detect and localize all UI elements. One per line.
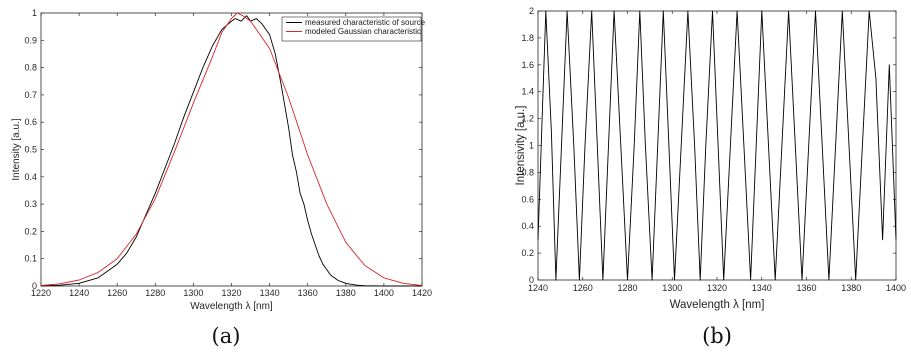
y-tick-label: 0.3: [24, 199, 37, 209]
caption-a: (a): [212, 324, 241, 348]
y-axis-label: Intensity [a.u.]: [11, 118, 22, 180]
x-tick-label: 1420: [412, 288, 432, 298]
x-tick-label: 1360: [298, 288, 318, 298]
x-tick-label: 1340: [260, 288, 280, 298]
y-tick-label: 1.2: [521, 114, 534, 124]
x-tick-label: 1220: [31, 288, 51, 298]
y-tick-label: 1.6: [521, 60, 534, 70]
y-tick-label: 0.2: [24, 226, 37, 236]
x-tick-label: 1320: [221, 288, 241, 298]
y-tick-label: 0: [32, 281, 37, 291]
y-tick-label: 1.4: [521, 87, 534, 97]
x-tick-label: 1380: [336, 288, 356, 298]
y-tick-label: 2: [529, 6, 534, 16]
y-tick-label: 0.6: [24, 117, 37, 127]
x-tick-label: 1240: [69, 288, 89, 298]
x-tick-label: 1400: [886, 283, 906, 293]
y-tick-label: 0: [529, 275, 534, 285]
y-tick-label: 1: [529, 141, 534, 151]
y-tick-label: 0.8: [521, 167, 534, 177]
y-tick-label: 1.8: [521, 33, 534, 43]
y-tick-label: 0.8: [24, 63, 37, 73]
x-tick-label: 1280: [145, 288, 165, 298]
x-tick-label: 1300: [662, 283, 682, 293]
x-tick-label: 1360: [796, 283, 816, 293]
chart-b: 1240 1260 1280 1300 1320 1340 1360 1380 1400 0 0.2…: [515, 6, 906, 311]
y-tick-label: 0.7: [24, 90, 37, 100]
y-tick-label: 0.4: [521, 221, 534, 231]
legend-entry: modeled Gaussian characteristic: [305, 27, 421, 36]
series-line-a-0: [40, 15, 422, 287]
y-tick-label: 0.2: [521, 248, 534, 258]
y-tick-label: 1: [32, 8, 37, 18]
x-axis-label: Wavelength λ [nm]: [670, 299, 765, 311]
x-tick-label: 1340: [752, 283, 772, 293]
legend-box: [281, 16, 422, 42]
y-tick-label: 0.5: [24, 145, 37, 155]
series-line-b-0: [537, 10, 897, 281]
y-tick-label: 0.1: [24, 254, 37, 264]
x-tick-label: 1400: [374, 288, 394, 298]
x-tick-label: 1240: [528, 283, 548, 293]
x-tick-label: 1320: [707, 283, 727, 293]
y-tick-label: 0.6: [521, 194, 534, 204]
x-tick-label: 1300: [183, 288, 203, 298]
x-axis-label: Wavelength λ [nm]: [190, 301, 273, 312]
legend: measured characteristic of sourcemodeled…: [281, 16, 426, 42]
y-tick-label: 0.4: [24, 172, 37, 182]
x-tick-label: 1260: [573, 283, 593, 293]
y-tick-label: 0.9: [24, 35, 37, 45]
legend-entry: measured characteristic of source: [305, 18, 426, 27]
y-axis-label: Intensivity [a.u.]: [515, 106, 527, 186]
x-tick-label: 1260: [107, 288, 127, 298]
plot-area-a: [40, 12, 423, 287]
x-tick-label: 1280: [617, 283, 637, 293]
series-line-a-1: [40, 12, 423, 286]
plot-area-b: [537, 10, 897, 281]
caption-b: (b): [702, 324, 732, 348]
chart-a: 1220 1240 1260 1280 1300 1320 1340 1360 1380 1400…: [11, 8, 432, 312]
x-tick-label: 1380: [841, 283, 861, 293]
